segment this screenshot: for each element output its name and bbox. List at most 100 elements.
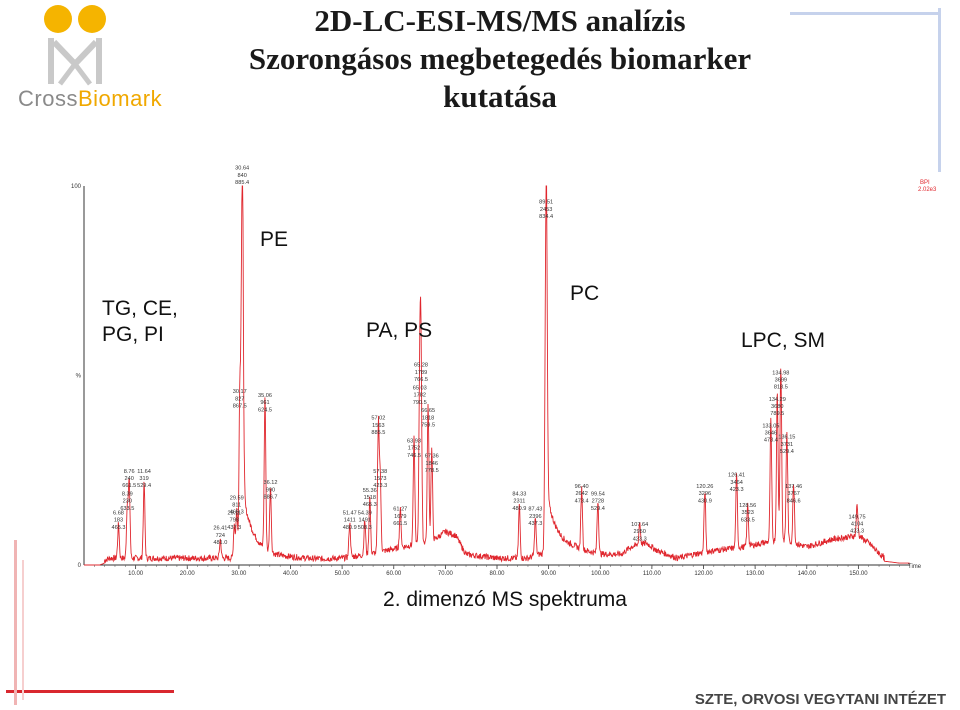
peak-label-line: 885.5 — [371, 430, 385, 436]
peak-label-line: 319 — [139, 476, 148, 482]
region-label-pe: PE — [260, 228, 289, 251]
peak-label-line: 51.47 — [343, 510, 357, 516]
legend-series: BPI — [920, 180, 930, 186]
region-label-tg-ce: TG, CE, — [102, 297, 178, 320]
accent-line-right — [938, 8, 941, 172]
chart-peak-labels: 6.68183465.38.39230633.58.76240661.511.6… — [111, 166, 865, 546]
peak-label-line: 508.3 — [358, 525, 372, 531]
peak-label-line: 465.3 — [111, 525, 125, 531]
peak-label-line: 54.39 — [358, 510, 372, 516]
peak-label-line: 633.5 — [120, 506, 134, 512]
peak-label-line: 3731 — [781, 442, 793, 448]
peak-label-line: 66.65 — [421, 408, 435, 414]
title-line-1: 2D-LC-ESI-MS/MS analízis — [314, 3, 686, 38]
peak-label-line: 423.3 — [633, 536, 647, 542]
peak-label-line: 4104 — [851, 521, 863, 527]
peak-label-line: 8.39 — [122, 492, 133, 498]
peak-label-line: 423.3 — [850, 529, 864, 535]
chart-ticks: 10.00 20.00 30.00 40.00 50.00 60.00 70.00 80.00… — [71, 184, 900, 577]
peak-label-line: 1573 — [374, 476, 386, 482]
accent-line-left-2 — [22, 560, 24, 700]
region-label-pg-pi: PG, PI — [102, 323, 164, 346]
peak-label-line: 133.05 — [762, 423, 779, 429]
peak-label-line: 766.5 — [414, 377, 428, 383]
x-tick-label: 60.00 — [386, 571, 402, 577]
peak-label-line: 11.64 — [137, 469, 151, 475]
y-tick-label: 0 — [78, 563, 82, 569]
x-tick-label: 50.00 — [335, 571, 351, 577]
peak-label-line: 885.4 — [235, 180, 249, 186]
peak-label-line: 834.4 — [539, 214, 553, 220]
accent-line-top — [790, 12, 940, 15]
x-tick-label: 150.00 — [849, 571, 868, 577]
peak-label-line: 473.4 — [575, 498, 589, 504]
y-tick-label: % — [76, 374, 82, 380]
accent-line-bottom — [6, 690, 174, 693]
peak-label-line: 529.4 — [591, 506, 605, 512]
peak-label-line: 136.15 — [778, 435, 795, 441]
peak-label-line: 134.29 — [769, 397, 786, 403]
peak-label-line: 886.7 — [263, 495, 277, 501]
peak-label-line: 120.26 — [696, 484, 713, 490]
peak-label-line: 818.5 — [774, 385, 788, 391]
peak-label-line: 633.5 — [741, 517, 755, 523]
peak-label-line: 867.5 — [233, 404, 247, 410]
peak-label-line: 3699 — [775, 377, 787, 383]
peak-label-line: 827 — [235, 396, 244, 402]
peak-label-line: 661.5 — [393, 521, 407, 527]
peak-label-line: 465.3 — [230, 510, 244, 516]
peak-label-line: 789.5 — [770, 411, 784, 417]
x-tick-label: 20.00 — [180, 571, 196, 577]
x-tick-label: 70.00 — [438, 571, 454, 577]
peak-label-line: 1518 — [364, 495, 376, 501]
peak-label-line: 798 — [230, 518, 239, 524]
title-line-2: Szorongásos megbetegedés biomarker — [248, 41, 752, 76]
accent-line-left — [14, 540, 17, 705]
peak-label-line: 840 — [238, 173, 247, 179]
peak-label-line: 3464 — [730, 480, 742, 486]
x-tick-label: 130.00 — [746, 571, 765, 577]
peak-label-line: 724 — [216, 533, 225, 539]
peak-label-line: 1782 — [413, 393, 425, 399]
peak-label-line: 846.6 — [787, 498, 801, 504]
bpi-trace — [84, 185, 910, 566]
peak-label-line: 1679 — [394, 514, 406, 520]
peak-label-line: 529.4 — [780, 449, 794, 455]
peak-label-line: 423.3 — [373, 483, 387, 489]
legend-scale: 2.02e3 — [918, 187, 937, 193]
peak-label-line: 67.36 — [425, 454, 439, 460]
peak-label-line: 811 — [232, 503, 241, 509]
peak-label-line: 430.9 — [698, 498, 712, 504]
peak-label-line: 990 — [266, 487, 275, 493]
peak-label-line: 2453 — [540, 207, 552, 213]
peak-label-line: 99.54 — [591, 492, 605, 498]
peak-label-line: 65.28 — [414, 363, 428, 369]
peak-label-line: 1846 — [426, 461, 438, 467]
peak-label-line: 55.36 — [363, 488, 377, 494]
peak-label-line: 1789 — [415, 370, 427, 376]
x-tick-label: 30.00 — [231, 571, 247, 577]
peak-label-line: 529.4 — [137, 483, 151, 489]
footer-institute: SZTE, ORVOSI VEGYTANI INTÉZET — [694, 691, 946, 708]
peak-label-line: 36.12 — [263, 480, 277, 486]
